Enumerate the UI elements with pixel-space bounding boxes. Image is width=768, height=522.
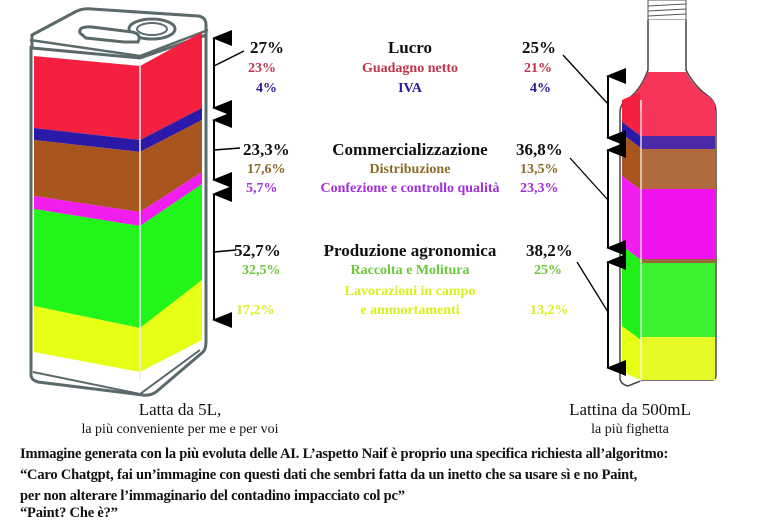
can-layer-lavorazioni bbox=[34, 306, 140, 372]
note-line-2: “Caro Chatgpt, fai un’immagine con quest… bbox=[20, 467, 638, 483]
lucro-title: Lucro bbox=[387, 38, 433, 57]
can-layer-raccolta bbox=[34, 209, 140, 328]
confezione-bottle: 23,3% bbox=[520, 181, 559, 196]
can-spout-icon bbox=[127, 17, 177, 41]
raccolta-bottle: 25% bbox=[534, 263, 562, 278]
can-caption-title: Latta da 5L, bbox=[138, 400, 222, 419]
note-line-4: “Paint? Che è?” bbox=[20, 505, 118, 521]
can-layer-confezione bbox=[34, 196, 140, 226]
lavorazioni-bottle: 13,2% bbox=[530, 303, 569, 318]
lavorazioni-label-line1: Lavorazioni in campo bbox=[344, 284, 476, 299]
lavorazioni-label-line2: e ammortamenti bbox=[360, 303, 460, 318]
bottle-caption-subtitle: la più fighetta bbox=[591, 422, 669, 437]
raccolta-label: Raccolta e Molitura bbox=[350, 263, 470, 278]
lavorazioni-can: 17,2% bbox=[236, 303, 275, 318]
can-arrows bbox=[212, 30, 245, 328]
distribuzione-label: Distribuzione bbox=[369, 162, 451, 177]
produzione-title: Produzione agronomica bbox=[323, 241, 497, 260]
distribuzione-can: 17,6% bbox=[247, 162, 286, 177]
lucro-total-can: 27% bbox=[250, 38, 284, 57]
distribuzione-bottle: 13,5% bbox=[520, 162, 559, 177]
can-handle-icon bbox=[78, 25, 141, 44]
guadagno-netto-bottle: 21% bbox=[524, 61, 552, 76]
produzione-total-can: 52,7% bbox=[234, 241, 281, 260]
bottle-caption-title: Lattina da 500mL bbox=[569, 400, 691, 419]
confezione-can: 5,7% bbox=[246, 181, 278, 196]
guadagno-netto-can: 23% bbox=[248, 61, 276, 76]
note-line-1: Immagine generata con la più evoluta del… bbox=[20, 446, 669, 462]
can-layer-iva bbox=[34, 128, 140, 152]
can-layer-guadagno-netto bbox=[34, 56, 140, 140]
iva-bottle: 4% bbox=[530, 81, 551, 96]
can-caption-subtitle: la più conveniente per me e per voi bbox=[81, 422, 279, 437]
oil-bottle-500ml bbox=[619, 0, 717, 387]
raccolta-can: 32,5% bbox=[242, 263, 281, 278]
lucro-total-bottle: 25% bbox=[522, 38, 556, 57]
iva-can: 4% bbox=[256, 81, 277, 96]
oil-can-5l bbox=[29, 7, 209, 397]
iva-label: IVA bbox=[398, 81, 422, 96]
note-line-3: per non alterare l’immaginario del conta… bbox=[20, 488, 405, 504]
confezione-label: Confezione e controllo qualità bbox=[320, 181, 500, 196]
commercializzazione-title: Commercializzazione bbox=[332, 140, 488, 159]
guadagno-netto-label: Guadagno netto bbox=[361, 61, 459, 76]
can-layer-distribuzione bbox=[34, 140, 140, 212]
commercializzazione-total-bottle: 36,8% bbox=[516, 140, 563, 159]
commercializzazione-total-can: 23,3% bbox=[243, 140, 290, 159]
bottle-arrows bbox=[562, 54, 626, 376]
produzione-total-bottle: 38,2% bbox=[526, 241, 573, 260]
